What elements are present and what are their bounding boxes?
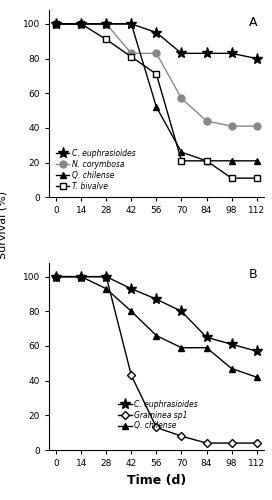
Q. chilense bbox=[105, 286, 108, 292]
T. bivalve bbox=[79, 21, 83, 27]
Text: A: A bbox=[249, 16, 257, 28]
T. bivalve bbox=[205, 158, 208, 164]
Q. chilense bbox=[230, 158, 233, 164]
C. euphrasioides bbox=[54, 274, 58, 280]
Text: Survival (%): Survival (%) bbox=[0, 191, 8, 259]
N. corymbosa bbox=[79, 21, 83, 27]
C. euphrasioides bbox=[105, 274, 108, 280]
C. euphrasioides bbox=[79, 21, 83, 27]
C. euphrasioides bbox=[205, 50, 208, 56]
Graminea sp1 bbox=[155, 424, 158, 430]
Q. chilense bbox=[180, 149, 183, 155]
C. euphrasioides bbox=[230, 341, 233, 347]
Q. chilense bbox=[105, 21, 108, 27]
T. bivalve bbox=[180, 158, 183, 164]
Q. chilense bbox=[79, 274, 83, 280]
Graminea sp1 bbox=[54, 274, 58, 280]
C. euphrasioides bbox=[155, 296, 158, 302]
T. bivalve bbox=[255, 175, 258, 181]
C. euphrasioides bbox=[255, 56, 258, 62]
N. corymbosa bbox=[155, 50, 158, 56]
Line: Graminea sp1: Graminea sp1 bbox=[53, 274, 259, 446]
Q. chilense bbox=[180, 344, 183, 350]
X-axis label: Time (d): Time (d) bbox=[127, 474, 186, 486]
C. euphrasioides bbox=[130, 21, 133, 27]
Q. chilense bbox=[54, 21, 58, 27]
Line: N. corymbosa: N. corymbosa bbox=[53, 20, 260, 130]
C. euphrasioides bbox=[130, 286, 133, 292]
N. corymbosa bbox=[230, 123, 233, 129]
Q. chilense bbox=[155, 332, 158, 338]
Text: B: B bbox=[249, 268, 257, 281]
Q. chilense bbox=[155, 104, 158, 110]
N. corymbosa bbox=[205, 118, 208, 124]
Line: Q. chilense: Q. chilense bbox=[53, 273, 260, 380]
C. euphrasioides bbox=[79, 274, 83, 280]
Legend: C. euphrasioides, N. corymbosa, Q. chilense, T. bivalve: C. euphrasioides, N. corymbosa, Q. chile… bbox=[55, 148, 136, 192]
T. bivalve bbox=[105, 36, 108, 43]
C. euphrasioides bbox=[230, 50, 233, 56]
Line: Q. chilense: Q. chilense bbox=[53, 20, 260, 165]
Graminea sp1 bbox=[130, 372, 133, 378]
T. bivalve bbox=[155, 71, 158, 77]
T. bivalve bbox=[54, 21, 58, 27]
Q. chilense bbox=[130, 308, 133, 314]
Q. chilense bbox=[79, 21, 83, 27]
C. euphrasioides bbox=[180, 50, 183, 56]
Q. chilense bbox=[130, 21, 133, 27]
N. corymbosa bbox=[105, 21, 108, 27]
Graminea sp1 bbox=[105, 274, 108, 280]
Legend: C. euphrasioides, Graminea sp1, Q. chilense: C. euphrasioides, Graminea sp1, Q. chile… bbox=[117, 399, 199, 431]
C. euphrasioides bbox=[54, 21, 58, 27]
N. corymbosa bbox=[255, 123, 258, 129]
Line: T. bivalve: T. bivalve bbox=[53, 20, 260, 182]
C. euphrasioides bbox=[155, 30, 158, 36]
Q. chilense bbox=[230, 366, 233, 372]
Q. chilense bbox=[205, 344, 208, 350]
Graminea sp1 bbox=[79, 274, 83, 280]
C. euphrasioides bbox=[255, 348, 258, 354]
C. euphrasioides bbox=[205, 334, 208, 340]
Q. chilense bbox=[54, 274, 58, 280]
Graminea sp1 bbox=[230, 440, 233, 446]
Graminea sp1 bbox=[180, 433, 183, 439]
N. corymbosa bbox=[130, 50, 133, 56]
Graminea sp1 bbox=[205, 440, 208, 446]
Q. chilense bbox=[205, 158, 208, 164]
Line: C. euphrasioides: C. euphrasioides bbox=[51, 271, 262, 356]
N. corymbosa bbox=[54, 21, 58, 27]
Graminea sp1 bbox=[255, 440, 258, 446]
Q. chilense bbox=[255, 374, 258, 380]
C. euphrasioides bbox=[105, 21, 108, 27]
T. bivalve bbox=[130, 54, 133, 60]
Line: C. euphrasioides: C. euphrasioides bbox=[51, 18, 262, 64]
Q. chilense bbox=[255, 158, 258, 164]
C. euphrasioides bbox=[180, 308, 183, 314]
N. corymbosa bbox=[180, 96, 183, 102]
T. bivalve bbox=[230, 175, 233, 181]
